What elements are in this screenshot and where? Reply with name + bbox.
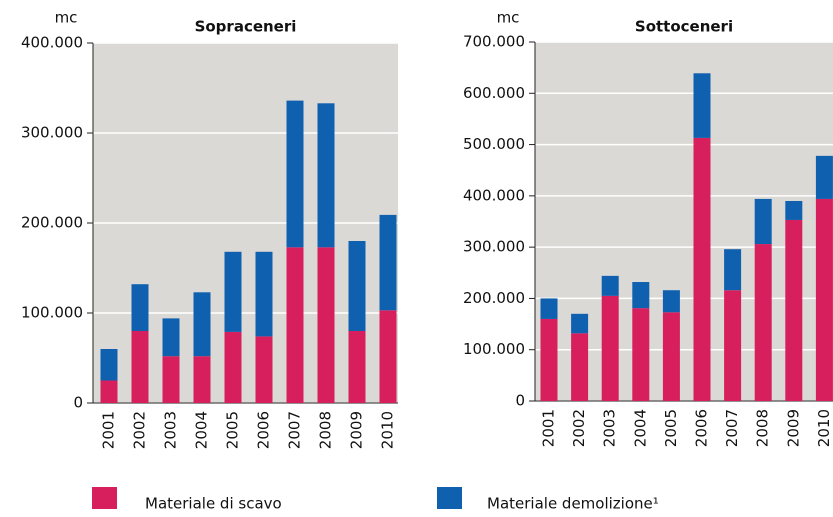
legend-label: Materiale di scavo: [145, 495, 282, 513]
x-tick-label: 2008: [317, 411, 335, 449]
chart-title: Sopraceneri: [195, 18, 297, 36]
y-tick-label: 700.000: [463, 33, 525, 51]
bar: [724, 249, 742, 291]
bar: [662, 312, 680, 401]
x-tick-label: 2007: [286, 411, 304, 449]
bar: [785, 219, 803, 401]
x-tick-label: 2006: [255, 411, 273, 449]
bar: [571, 313, 589, 334]
y-tick-label: 300.000: [21, 124, 83, 142]
bar: [601, 295, 619, 401]
bar: [601, 275, 619, 296]
x-tick-label: 2009: [784, 409, 802, 447]
bar: [348, 241, 366, 331]
bar: [785, 200, 803, 220]
x-tick-label: 2001: [100, 411, 118, 449]
y-tick-label: 0: [73, 394, 83, 412]
bar: [348, 331, 366, 403]
x-tick-label: 2010: [379, 411, 397, 449]
x-tick-label: 2005: [224, 411, 242, 449]
bar: [815, 155, 833, 199]
x-tick-label: 2005: [662, 409, 680, 447]
legend-label: Materiale demolizione¹: [487, 495, 659, 513]
bar: [662, 290, 680, 313]
x-tick-label: 2008: [754, 409, 772, 447]
bar: [754, 244, 772, 401]
bar: [724, 290, 742, 401]
x-tick-label: 2010: [815, 409, 833, 447]
bar: [754, 198, 772, 245]
x-tick-label: 2002: [131, 411, 149, 449]
bar: [193, 356, 211, 403]
bar: [815, 198, 833, 401]
x-tick-label: 2004: [631, 409, 649, 447]
bar: [693, 137, 711, 401]
bar: [540, 318, 558, 401]
y-tick-label: 200.000: [21, 214, 83, 232]
bar: [224, 251, 242, 332]
y-tick-label: 600.000: [463, 84, 525, 102]
bar: [131, 331, 149, 403]
bar: [193, 292, 211, 357]
x-tick-label: 2009: [348, 411, 366, 449]
x-tick-label: 2001: [540, 409, 558, 447]
y-axis-label: mc: [497, 9, 520, 27]
bar: [162, 356, 180, 403]
bar: [255, 251, 273, 337]
y-tick-label: 400.000: [463, 186, 525, 204]
bar: [317, 103, 335, 248]
x-tick-label: 2003: [162, 411, 180, 449]
bar: [571, 333, 589, 401]
x-tick-label: 2006: [693, 409, 711, 447]
bar: [131, 284, 149, 331]
bar: [286, 100, 304, 248]
x-tick-label: 2007: [723, 409, 741, 447]
y-axis-label: mc: [55, 9, 78, 27]
bar: [286, 247, 304, 403]
bar: [693, 73, 711, 138]
y-tick-label: 0: [515, 392, 525, 410]
x-tick-label: 2004: [193, 411, 211, 449]
bar: [632, 282, 650, 309]
bar: [632, 308, 650, 401]
bar: [379, 214, 397, 311]
x-tick-label: 2002: [570, 409, 588, 447]
y-tick-label: 100.000: [21, 304, 83, 322]
y-tick-label: 200.000: [463, 289, 525, 307]
y-tick-label: 400.000: [21, 34, 83, 52]
bar: [255, 336, 273, 403]
legend-swatch: [92, 487, 117, 509]
bar: [317, 247, 335, 403]
bar: [540, 298, 558, 319]
bar: [100, 349, 118, 381]
bar: [100, 380, 118, 403]
x-tick-label: 2003: [601, 409, 619, 447]
chart-title: Sottoceneri: [635, 18, 733, 36]
bar: [224, 331, 242, 403]
y-tick-label: 100.000: [463, 340, 525, 358]
bar: [379, 310, 397, 403]
y-tick-label: 500.000: [463, 135, 525, 153]
y-tick-label: 300.000: [463, 238, 525, 256]
bar: [162, 318, 180, 357]
legend-swatch: [437, 487, 462, 509]
